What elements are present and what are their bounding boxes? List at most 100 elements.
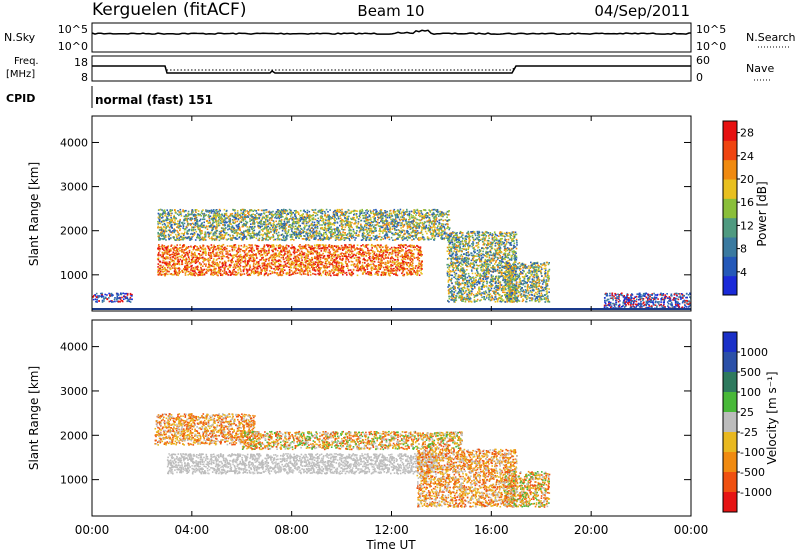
data-cell (159, 208, 162, 211)
data-cell (315, 237, 317, 239)
data-cell (174, 264, 176, 267)
data-cell (221, 245, 223, 248)
data-cell (391, 264, 394, 267)
data-cell (329, 263, 331, 266)
data-cell (366, 233, 368, 236)
data-cell (329, 228, 332, 231)
data-cell (285, 259, 288, 262)
data-cell (277, 259, 280, 261)
data-cell (282, 256, 284, 259)
data-cell (363, 237, 365, 240)
data-cell (170, 245, 172, 247)
data-cell (226, 245, 229, 247)
data-cell (163, 245, 165, 248)
data-cell (260, 253, 263, 256)
data-cell (276, 225, 278, 228)
data-cell (213, 239, 216, 241)
data-cell (192, 228, 195, 231)
station-title: Kerguelen (fitACF) (92, 0, 246, 20)
data-cell (333, 210, 335, 213)
data-cell (272, 229, 274, 232)
data-cell (239, 269, 242, 271)
data-cell (162, 259, 165, 262)
data-cell (249, 249, 251, 252)
data-cell (398, 269, 401, 272)
data-cell (322, 238, 325, 241)
data-cell (190, 229, 193, 232)
data-cell (347, 250, 349, 252)
data-cell (220, 274, 222, 276)
data-cell (242, 225, 245, 228)
data-cell (245, 245, 248, 248)
data-cell (379, 230, 381, 233)
data-cell (281, 270, 283, 273)
data-cell (176, 254, 178, 257)
data-cell (172, 263, 174, 266)
data-cell (171, 253, 173, 256)
data-cell (273, 258, 275, 261)
data-cell (399, 234, 401, 236)
data-cell (158, 250, 161, 252)
data-cell (424, 221, 427, 224)
data-cell (318, 260, 320, 262)
data-cell (187, 256, 190, 258)
data-cell (421, 237, 423, 240)
data-cell (336, 265, 338, 268)
data-cell (355, 269, 358, 272)
data-cell (336, 237, 338, 239)
data-cell (282, 245, 284, 248)
data-cell (369, 230, 371, 233)
data-cell (232, 219, 235, 222)
data-cell (369, 223, 372, 226)
data-cell (354, 266, 357, 268)
data-cell (200, 266, 202, 269)
data-cell (251, 260, 254, 262)
data-cell (279, 273, 282, 276)
data-cell (211, 261, 214, 264)
data-cell (352, 255, 354, 258)
data-cell (196, 249, 199, 252)
data-cell (224, 227, 226, 230)
data-cell (268, 273, 270, 275)
data-cell (163, 253, 165, 255)
data-cell (194, 262, 197, 264)
data-cell (325, 215, 328, 218)
data-cell (295, 227, 297, 230)
data-cell (378, 233, 381, 235)
data-cell (342, 220, 345, 222)
data-cell (441, 226, 443, 229)
data-cell (332, 261, 334, 264)
data-cell (183, 252, 185, 254)
data-cell (278, 244, 281, 246)
data-cell (200, 272, 203, 275)
data-cell (360, 239, 363, 241)
data-cell (312, 269, 314, 271)
data-cell (169, 273, 172, 275)
data-cell (202, 250, 205, 253)
data-cell (340, 236, 343, 239)
data-cell (251, 214, 253, 217)
data-cell (316, 257, 318, 260)
data-cell (359, 212, 361, 214)
data-cell (183, 215, 186, 218)
data-cell (408, 226, 410, 228)
data-cell (228, 263, 231, 266)
noise-sky-label: N.Sky (4, 31, 36, 44)
data-cell (372, 261, 374, 263)
data-cell (408, 210, 411, 213)
data-cell (351, 226, 353, 229)
data-cell (399, 268, 401, 271)
data-cell (386, 265, 389, 267)
data-cell (158, 244, 160, 246)
data-cell (202, 265, 204, 267)
data-cell (385, 226, 387, 229)
data-cell (179, 208, 182, 211)
data-cell (394, 213, 396, 216)
data-cell (217, 265, 220, 268)
data-cell (200, 264, 202, 266)
data-cell (305, 262, 307, 264)
data-cell (170, 258, 172, 261)
data-cell (208, 217, 211, 220)
data-cell (385, 244, 388, 247)
data-cell (286, 272, 289, 275)
